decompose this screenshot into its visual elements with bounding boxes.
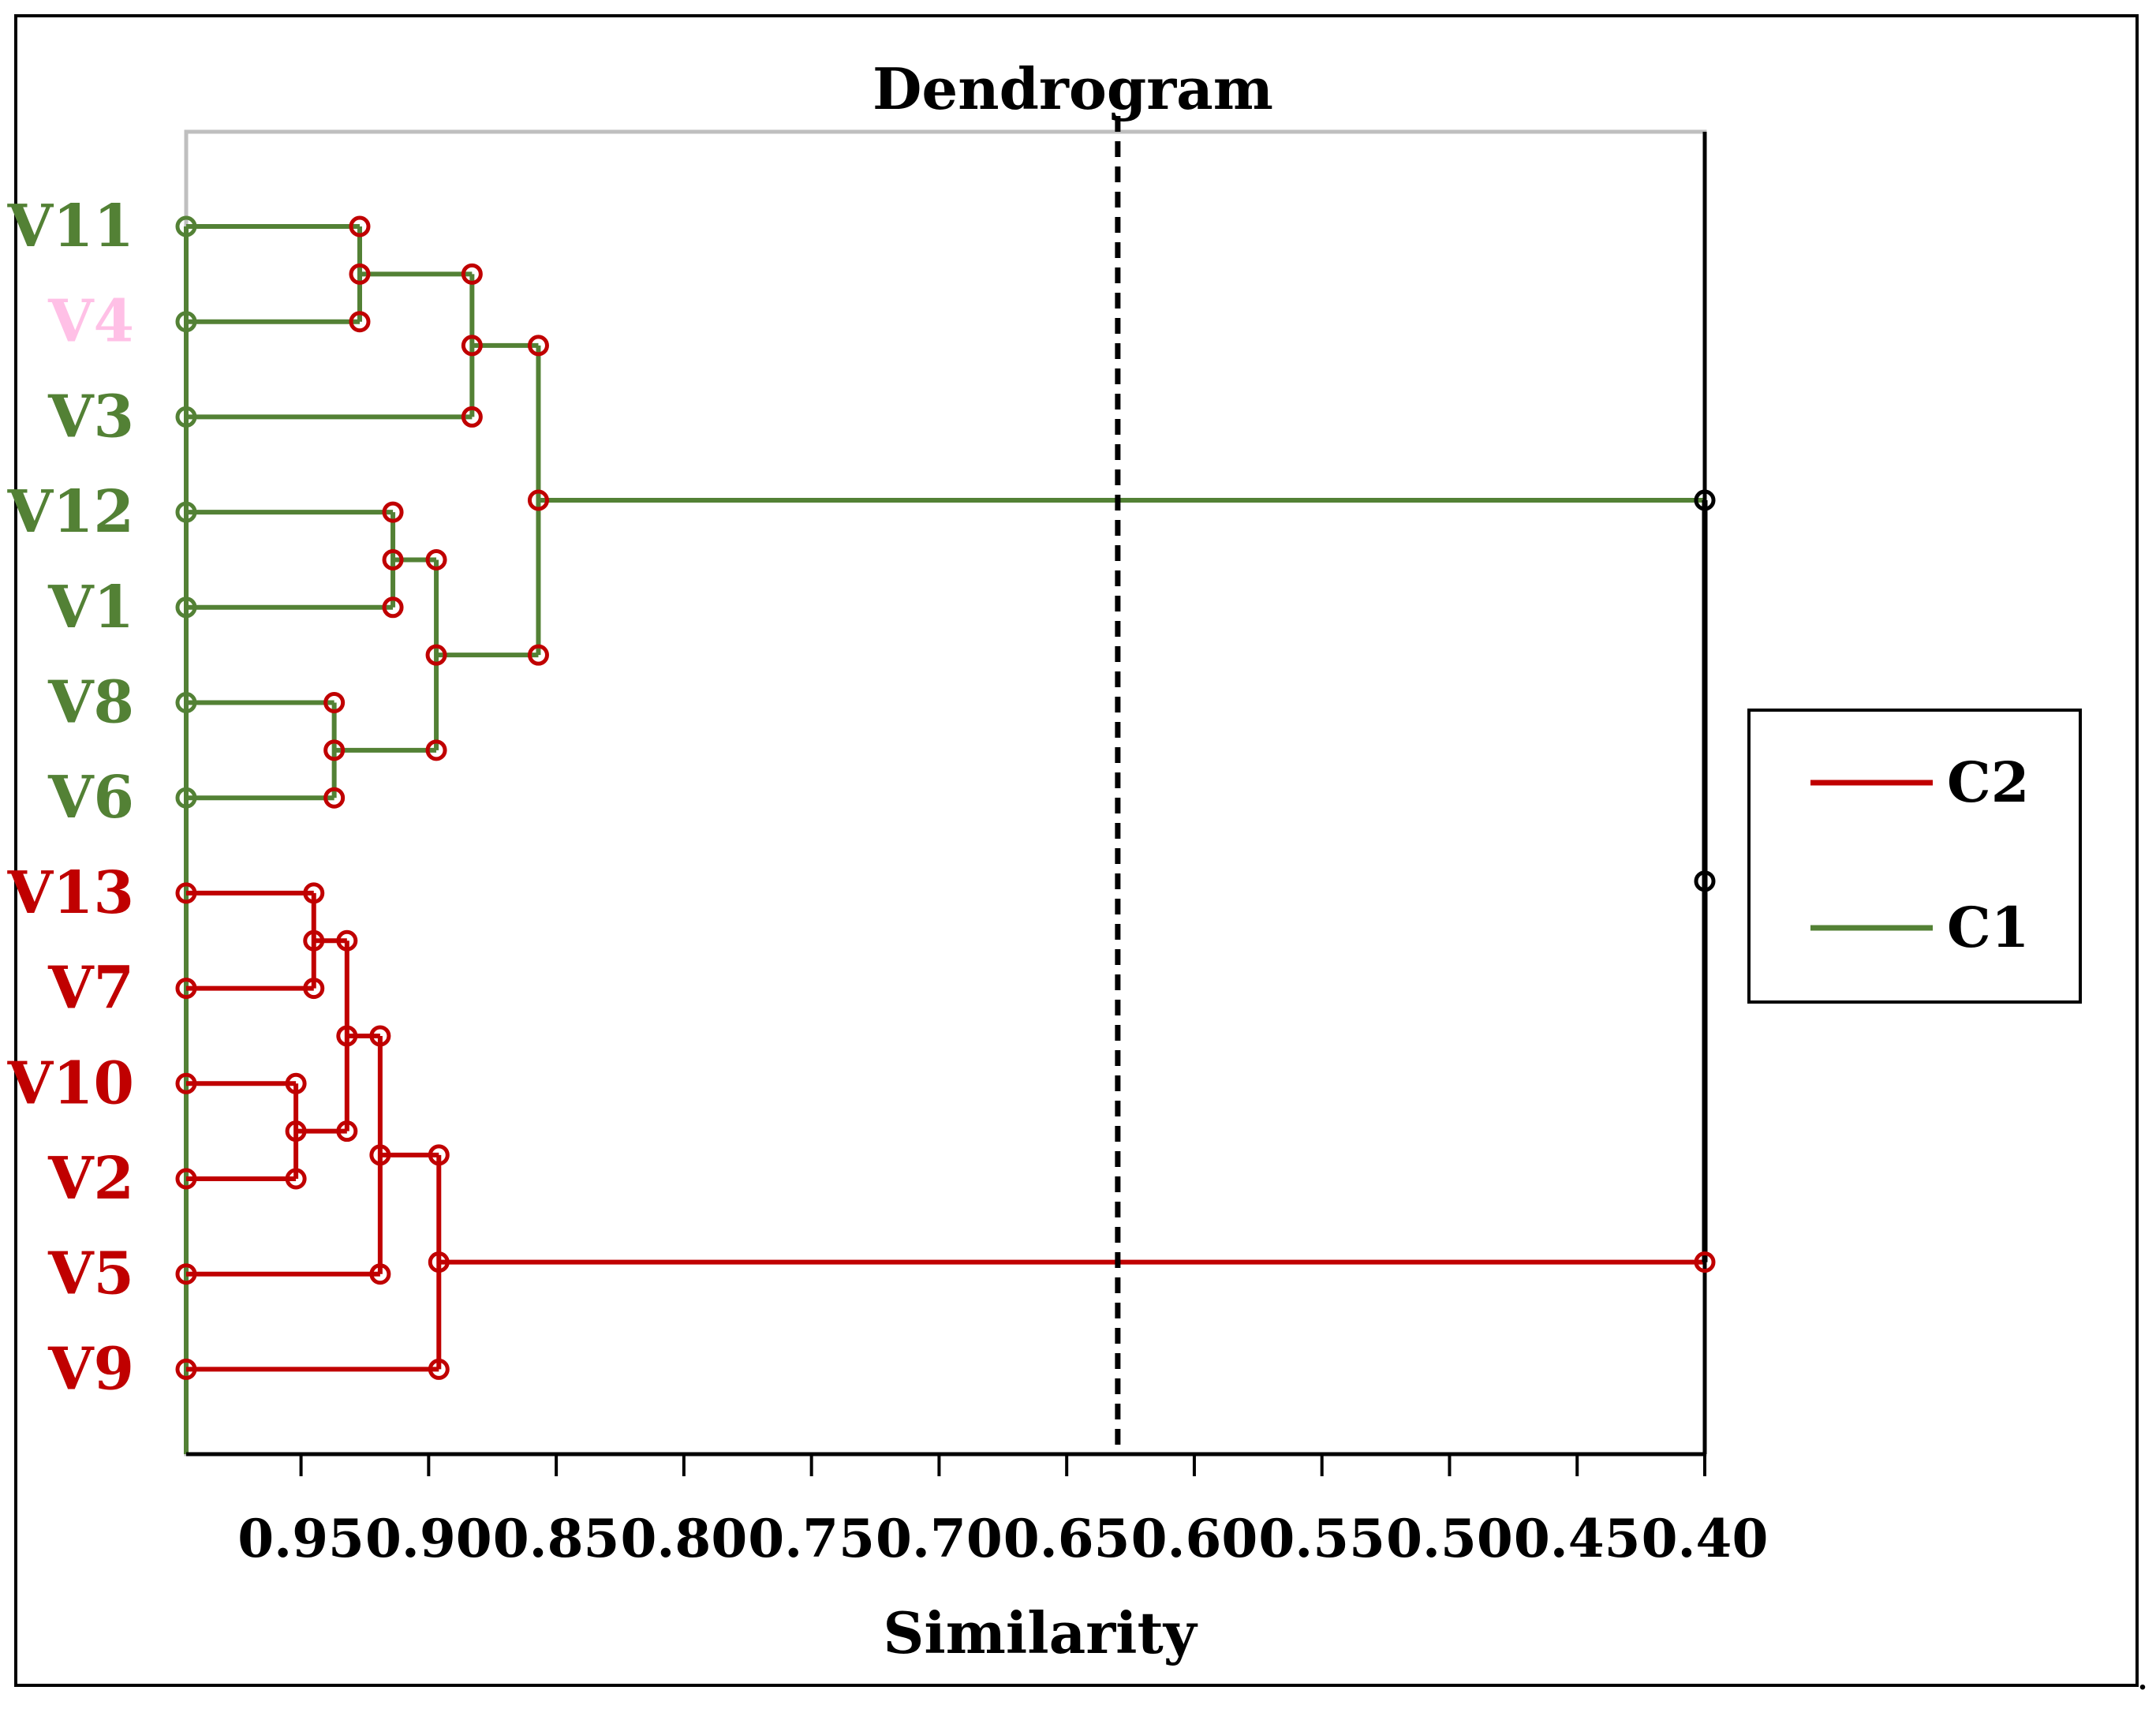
leaf-node-marker: [175, 692, 197, 713]
merge-end-marker: [349, 311, 371, 333]
merge-end-marker: [527, 644, 549, 666]
x-tick-label: 0.50: [1386, 1508, 1513, 1569]
legend-label: C1: [1947, 895, 2029, 960]
merge-end-marker: [382, 501, 404, 523]
merge-end-marker: [369, 1263, 391, 1285]
merge-node-marker: [425, 644, 447, 666]
leaf-label: V9: [47, 1335, 134, 1403]
merge-end-marker: [323, 787, 346, 809]
x-tick-label: 0.90: [365, 1508, 492, 1569]
leaf-node-marker: [175, 311, 197, 333]
leaf-node-marker: [175, 1263, 197, 1285]
leaf-node-marker: [175, 215, 197, 237]
merge-node-marker: [369, 1144, 391, 1166]
merge-end-marker: [425, 548, 447, 570]
leaf-label: V12: [7, 478, 134, 546]
leaf-node-marker: [175, 1358, 197, 1380]
leaf-label: V10: [7, 1049, 134, 1117]
leaf-label: V8: [47, 669, 134, 737]
merge-end-marker: [1694, 489, 1716, 511]
merge-end-marker: [303, 978, 325, 1000]
merge-node-marker: [285, 1120, 307, 1142]
leaf-label: V6: [47, 764, 134, 832]
merge-end-marker: [382, 596, 404, 619]
leaf-label: V4: [47, 288, 134, 356]
merge-end-marker: [461, 406, 483, 428]
merge-end-marker: [527, 335, 549, 357]
leaf-node-marker: [175, 1072, 197, 1094]
leaf-label: V5: [47, 1240, 134, 1308]
legend-box: [1747, 709, 2082, 1004]
x-tick-label: 0.95: [237, 1508, 364, 1569]
leaf-node-marker: [175, 406, 197, 428]
leaf-node-marker: [175, 882, 197, 904]
merge-end-marker: [1694, 1251, 1716, 1273]
footer-mark: .: [2139, 1661, 2147, 1696]
leaf-node-marker: [175, 978, 197, 1000]
merge-end-marker: [349, 215, 371, 237]
leaf-label: V11: [7, 193, 134, 260]
merge-end-marker: [336, 1120, 358, 1142]
x-tick-label: 0.80: [621, 1508, 748, 1569]
merge-end-marker: [428, 1358, 450, 1380]
chart-title: Dendrogram: [872, 55, 1273, 122]
merge-node-marker: [1694, 870, 1716, 892]
x-tick-label: 0.85: [493, 1508, 620, 1569]
x-tick-label: 0.40: [1642, 1508, 1769, 1569]
leaf-node-marker: [175, 596, 197, 619]
leaf-node-marker: [175, 787, 197, 809]
leaf-label: V1: [47, 574, 134, 641]
x-tick-label: 0.75: [748, 1508, 875, 1569]
merge-node-marker: [323, 739, 346, 761]
merge-node-marker: [428, 1251, 450, 1273]
merge-end-marker: [461, 263, 483, 285]
leaf-label: V7: [47, 955, 134, 1023]
merge-node-marker: [303, 929, 325, 952]
legend: C2 C1: [1747, 709, 2082, 1004]
legend-label: C2: [1947, 750, 2029, 815]
x-tick-label: 0.65: [1003, 1508, 1130, 1569]
leaf-label: V13: [7, 859, 134, 927]
merge-end-marker: [285, 1072, 307, 1094]
x-tick-label: 0.55: [1258, 1508, 1385, 1569]
merge-end-marker: [425, 739, 447, 761]
x-tick-label: 0.70: [876, 1508, 1003, 1569]
leaf-label: V3: [47, 383, 134, 451]
merge-node-marker: [527, 489, 549, 511]
leaf-node-marker: [175, 1168, 197, 1190]
merge-node-marker: [382, 548, 404, 570]
leaf-node-marker: [175, 501, 197, 523]
x-tick-label: 0.60: [1131, 1508, 1258, 1569]
merge-node-marker: [461, 335, 483, 357]
merge-end-marker: [323, 692, 346, 713]
merge-end-marker: [303, 882, 325, 904]
x-axis-title: Similarity: [883, 1599, 1198, 1666]
merge-node-marker: [349, 263, 371, 285]
merge-node-marker: [336, 1025, 358, 1047]
merge-end-marker: [369, 1025, 391, 1047]
merge-end-marker: [428, 1144, 450, 1166]
x-tick-label: 0.45: [1514, 1508, 1641, 1569]
merge-end-marker: [336, 929, 358, 952]
leaf-label: V2: [47, 1145, 134, 1213]
merge-end-marker: [285, 1168, 307, 1190]
